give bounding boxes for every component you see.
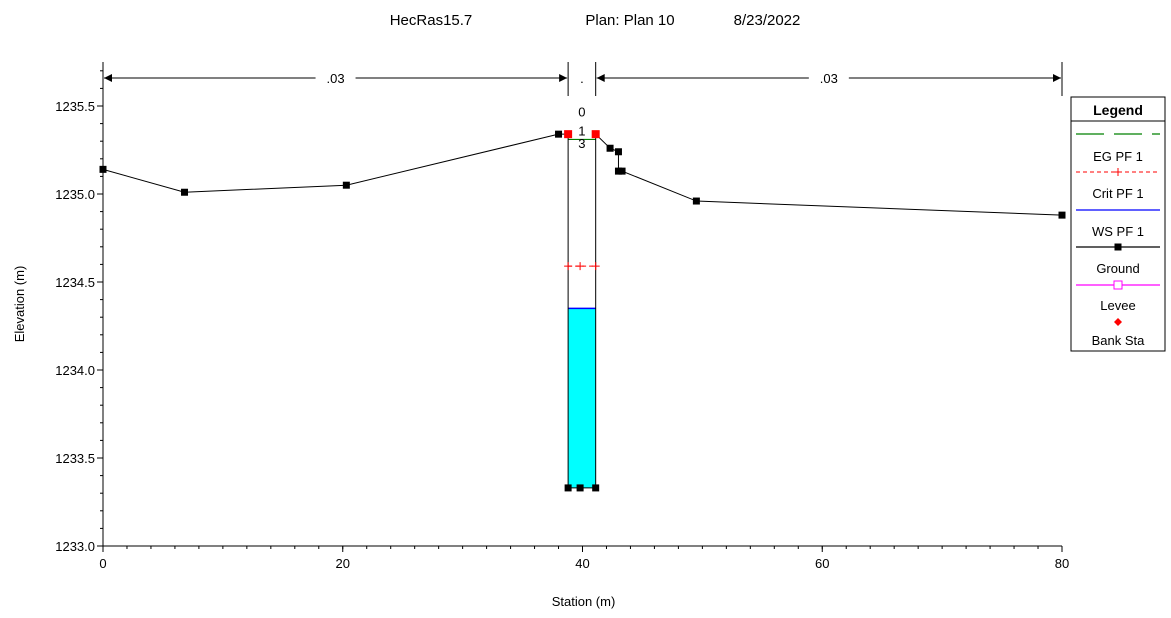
section-label: 3 bbox=[578, 136, 585, 151]
water-fill bbox=[568, 308, 596, 488]
text-layer: HecRas15.7 Plan: Plan 10 8/23/20221233.012… bbox=[12, 12, 1069, 609]
y-axis-title: Elevation (m) bbox=[12, 266, 27, 343]
ground-point bbox=[564, 484, 572, 492]
y-tick-label: 1234.0 bbox=[55, 363, 95, 378]
ground-point bbox=[576, 484, 584, 492]
n-arrow-head bbox=[1053, 74, 1061, 82]
critical-point bbox=[576, 262, 585, 271]
legend-item-label: Levee bbox=[1100, 298, 1135, 313]
legend-box bbox=[1070, 96, 1166, 352]
section-label: 1 bbox=[578, 124, 585, 139]
y-tick-label: 1234.5 bbox=[55, 275, 95, 290]
bank-station-marker bbox=[591, 130, 600, 139]
critical-point bbox=[591, 262, 600, 271]
legend-item-label: EG PF 1 bbox=[1093, 149, 1143, 164]
ground-point bbox=[342, 181, 350, 189]
legend-item-label: Ground bbox=[1096, 261, 1139, 276]
legend: Legend EG PF 1 Crit PF 1 WS PF 1 Ground Levee… bbox=[1070, 96, 1166, 352]
ground-point bbox=[181, 188, 189, 196]
y-tick-label: 1233.0 bbox=[55, 539, 95, 554]
legend-item-label: WS PF 1 bbox=[1092, 224, 1144, 239]
legend-sample-marker bbox=[1114, 318, 1122, 326]
water-layer bbox=[568, 308, 596, 488]
ground-point bbox=[555, 130, 563, 138]
legend-title: Legend bbox=[1093, 102, 1143, 118]
section-label: 0 bbox=[578, 104, 585, 119]
x-axis-title: Station (m) bbox=[552, 594, 616, 609]
n-arrow-head bbox=[596, 74, 605, 82]
ground-point bbox=[692, 197, 700, 205]
n-value-label: .03 bbox=[327, 71, 345, 86]
legend-sample-marker bbox=[1114, 243, 1122, 251]
chart-title-part: 8/23/2022 bbox=[734, 12, 801, 29]
chart-title-part: HecRas15.7 bbox=[390, 12, 473, 29]
x-tick-label: 80 bbox=[1055, 556, 1069, 571]
bank-station-marker bbox=[564, 130, 573, 139]
n-value-label: . bbox=[580, 71, 584, 86]
frame-layer bbox=[97, 62, 1063, 552]
critical-point bbox=[564, 262, 573, 271]
ground-point bbox=[1058, 211, 1066, 219]
ground-point bbox=[99, 165, 107, 173]
legend-sample-marker bbox=[1113, 280, 1123, 290]
ground-point bbox=[592, 484, 600, 492]
y-tick-label: 1233.5 bbox=[55, 451, 95, 466]
y-tick-label: 1235.0 bbox=[55, 187, 95, 202]
ground-point bbox=[618, 167, 626, 175]
marks-layer bbox=[99, 130, 1066, 492]
legend-item-label: Bank Sta bbox=[1092, 333, 1146, 348]
chart-title-part: Plan: Plan 10 bbox=[585, 12, 674, 29]
ground-point bbox=[606, 144, 614, 152]
n-arrow-head bbox=[104, 74, 112, 82]
x-tick-label: 20 bbox=[336, 556, 350, 571]
x-tick-label: 60 bbox=[815, 556, 829, 571]
ground-point bbox=[614, 148, 622, 156]
legend-item-label: Crit PF 1 bbox=[1092, 186, 1143, 201]
ground-point bbox=[614, 167, 622, 175]
y-tick-label: 1235.5 bbox=[55, 99, 95, 114]
n-arrow-head bbox=[559, 74, 568, 82]
n-value-label: .03 bbox=[820, 71, 838, 86]
legend-sample-marker bbox=[1114, 168, 1122, 176]
x-tick-label: 40 bbox=[575, 556, 589, 571]
x-tick-label: 0 bbox=[99, 556, 106, 571]
